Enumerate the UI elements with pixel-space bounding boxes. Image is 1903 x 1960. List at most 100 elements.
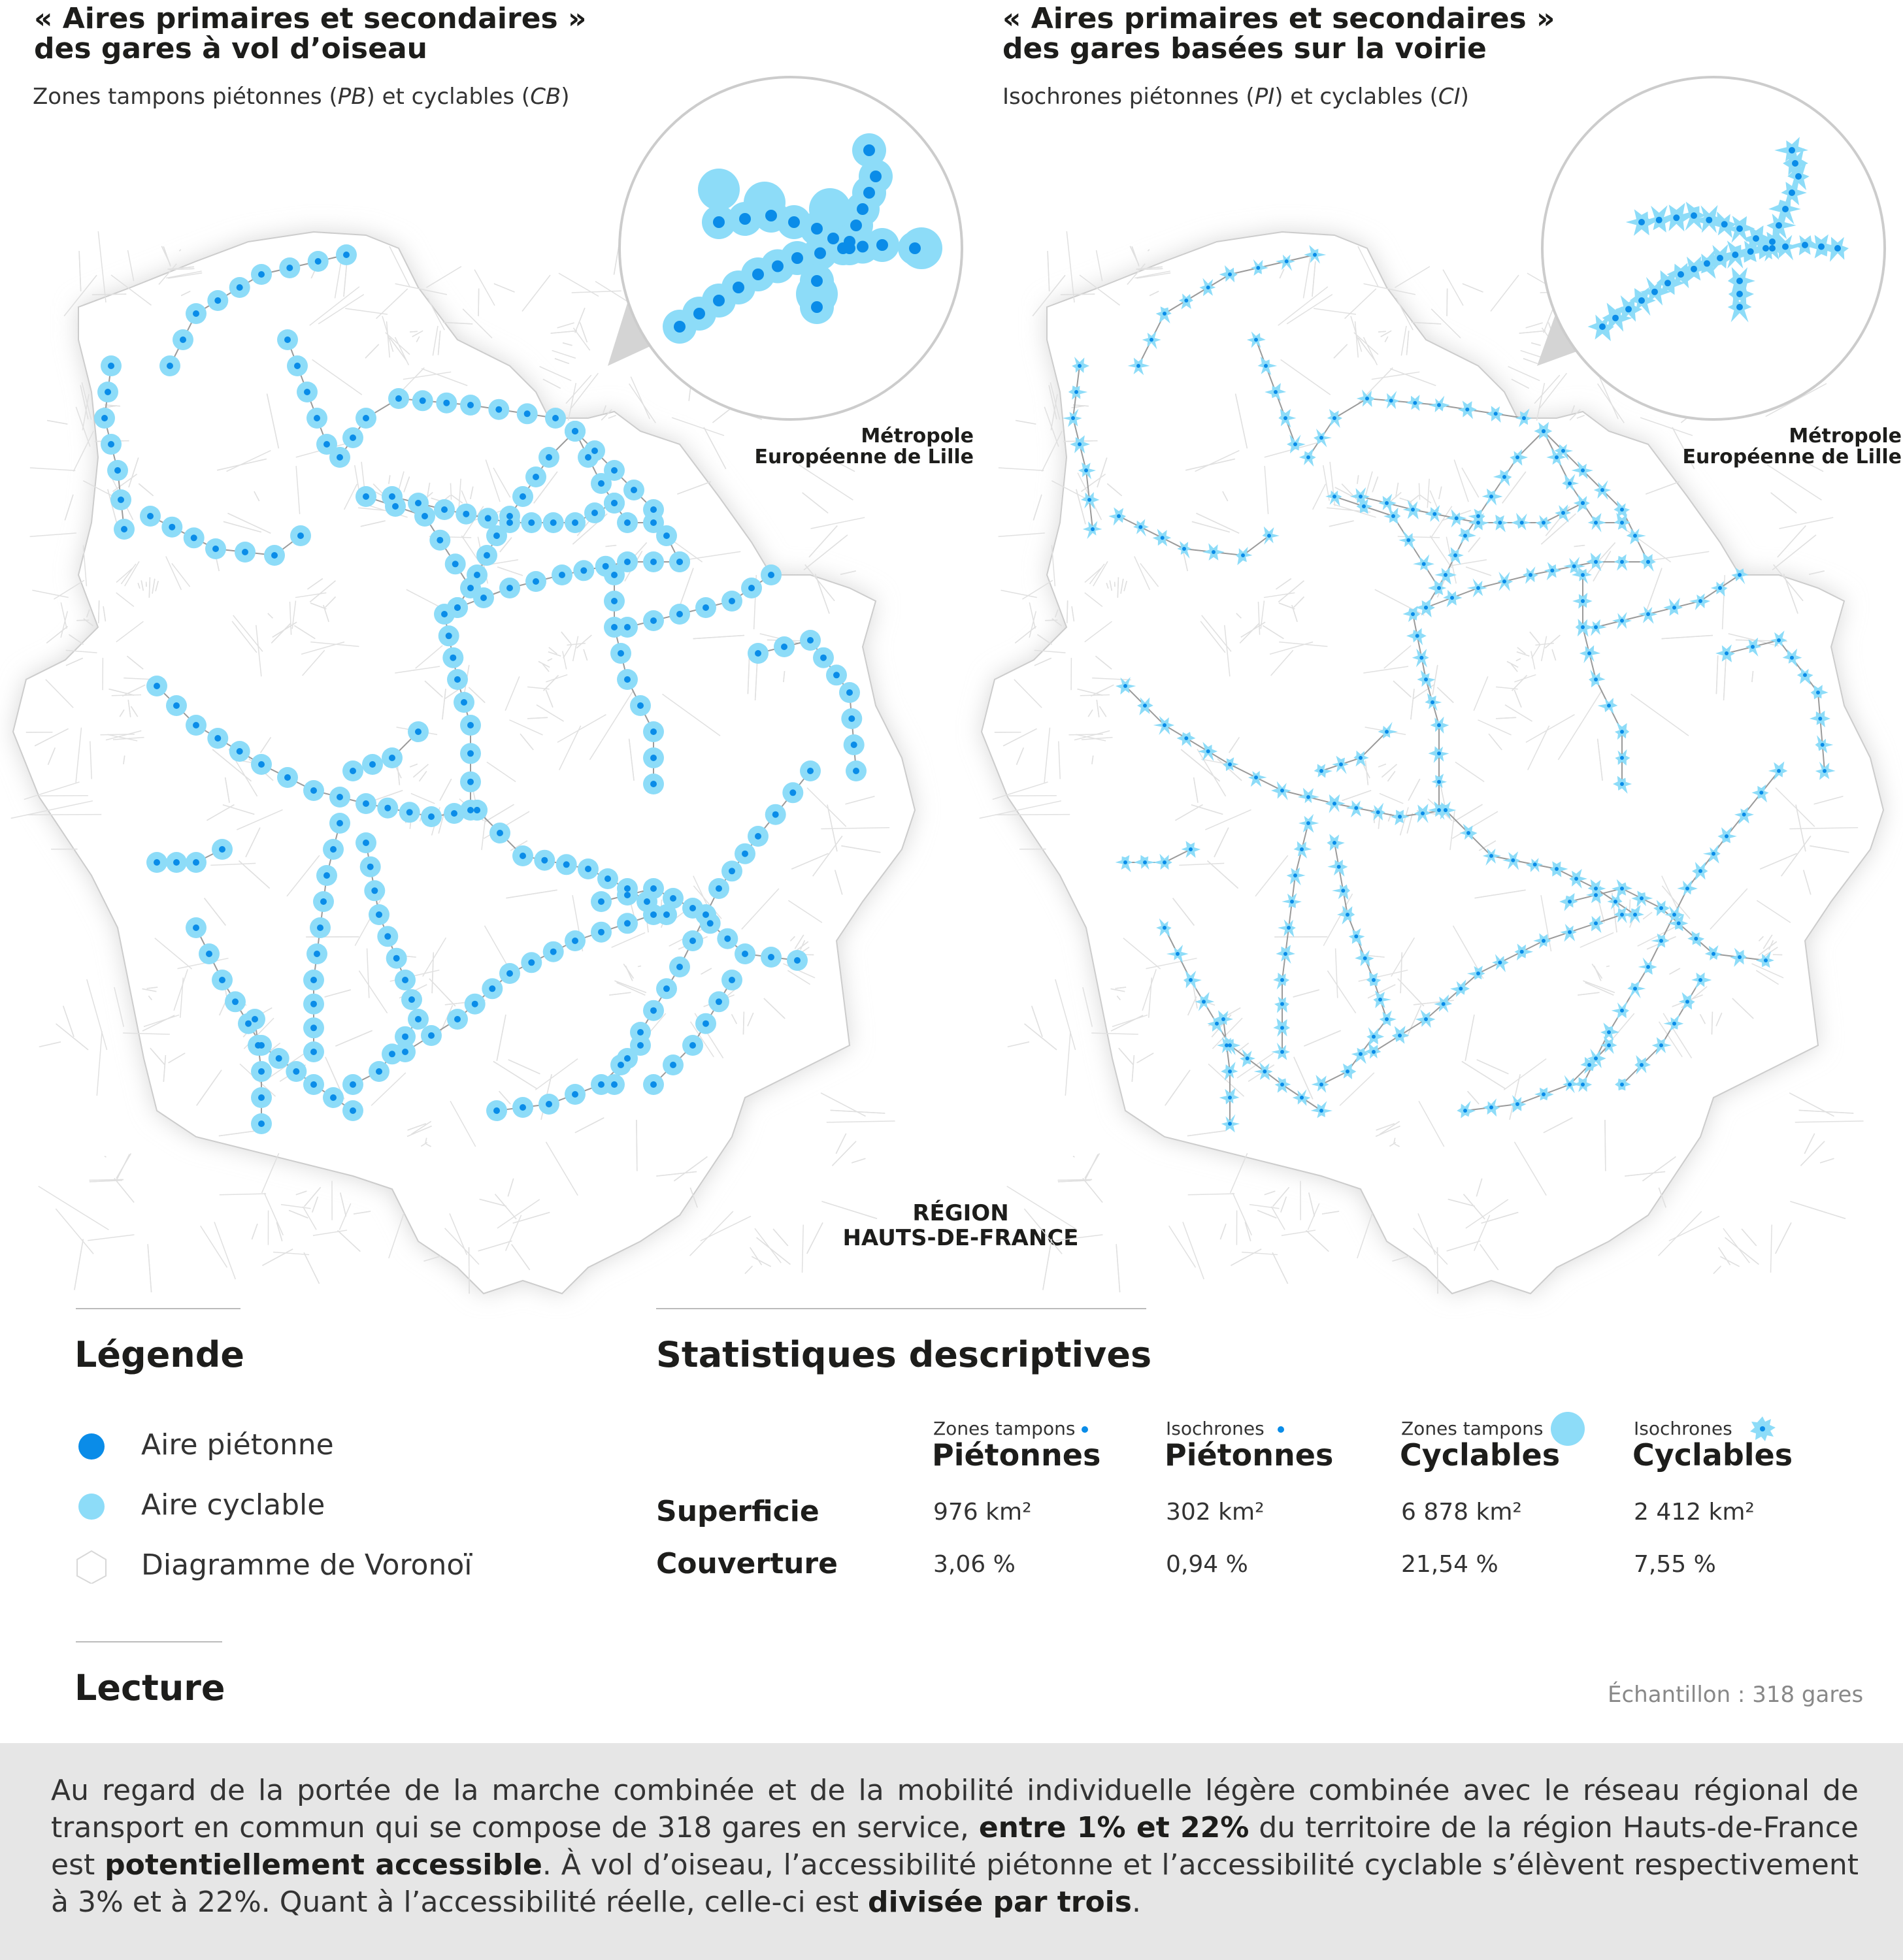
cycle-buffer-icon	[1551, 1412, 1585, 1446]
pedestrian-isochrone	[1339, 762, 1343, 766]
pedestrian-buffer	[310, 1049, 317, 1055]
pedestrian-buffer	[114, 467, 121, 474]
pedestrian-buffer	[415, 1016, 422, 1022]
pedestrian-buffer	[350, 1081, 356, 1088]
pedestrian-isochrone	[1640, 1063, 1644, 1067]
pedestrian-buffer	[650, 506, 657, 513]
stats-cell: 21,54 %	[1401, 1551, 1498, 1578]
right-inset-isochrones	[1587, 137, 1849, 342]
pedestrian-buffer	[670, 1062, 676, 1068]
pedestrian-buffer	[495, 406, 503, 413]
pedestrian-buffer	[768, 572, 774, 578]
pedestrian-isochrone	[1136, 364, 1140, 368]
pedestrian-isochrone	[1215, 1021, 1219, 1026]
pedestrian-isochrone	[1498, 521, 1502, 525]
inset-pedestrian-buffer	[752, 269, 764, 280]
legend-item-cycle: Aire cyclable	[141, 1488, 325, 1522]
inset-pedestrian-isochrone	[1732, 252, 1739, 258]
pedestrian-isochrone	[1332, 802, 1336, 806]
pedestrian-isochrone	[1280, 978, 1284, 982]
pedestrian-buffer	[376, 911, 382, 918]
inset-pedestrian-isochrone	[1655, 216, 1663, 223]
pedestrian-dot-icon	[78, 1433, 105, 1460]
pedestrian-isochrone	[1823, 769, 1827, 773]
pedestrian-buffer	[650, 755, 657, 761]
pedestrian-buffer	[232, 998, 239, 1005]
stats-col1-head: Piétonnes	[932, 1437, 1101, 1473]
pedestrian-buffer	[297, 532, 304, 539]
pedestrian-isochrone	[1254, 338, 1258, 342]
pedestrian-isochrone	[1542, 939, 1546, 943]
pedestrian-buffer	[493, 1107, 500, 1114]
pedestrian-buffer	[742, 951, 748, 957]
pedestrian-buffer	[108, 441, 114, 448]
pedestrian-buffer	[550, 948, 557, 955]
pedestrian-buffer	[489, 985, 496, 992]
pedestrian-buffer	[611, 598, 618, 604]
inset-pedestrian-buffer	[788, 216, 800, 228]
pedestrian-isochrone	[1620, 1008, 1624, 1013]
pedestrian-isochrone	[1550, 568, 1555, 573]
pedestrian-buffer	[441, 506, 448, 513]
pedestrian-buffer	[676, 964, 683, 970]
pedestrian-isochrone	[1476, 514, 1480, 518]
pedestrian-isochrone	[1182, 547, 1186, 551]
pedestrian-buffer	[523, 410, 531, 417]
pedestrian-isochrone	[1143, 704, 1147, 708]
pedestrian-isochrone	[1228, 762, 1232, 766]
pedestrian-buffer	[598, 1081, 604, 1088]
pedestrian-isochrone	[1459, 987, 1463, 991]
right-isochrones	[1062, 245, 1836, 1133]
pedestrian-isochrone	[1465, 407, 1470, 412]
left-pedestrian-buffers	[101, 252, 859, 1127]
pedestrian-isochrone	[1163, 926, 1167, 930]
pedestrian-buffer	[193, 722, 199, 728]
pedestrian-isochrone	[1532, 862, 1537, 867]
pedestrian-buffer	[546, 1101, 552, 1107]
pedestrian-isochrone	[1640, 896, 1644, 900]
inset-pedestrian-isochrone	[1599, 323, 1606, 330]
stats-cell: 6 878 km²	[1401, 1499, 1522, 1526]
pedestrian-isochrone	[1245, 1056, 1249, 1060]
pedestrian-buffer	[314, 415, 320, 421]
inset-pedestrian-isochrone	[1736, 278, 1743, 284]
pedestrian-buffer	[236, 748, 243, 755]
inset-cycle-buffer	[901, 227, 942, 269]
pedestrian-buffer	[611, 624, 618, 630]
pedestrian-isochrone	[1581, 468, 1585, 472]
pedestrian-isochrone	[1738, 573, 1742, 577]
pedestrian-isochrone	[1313, 253, 1317, 257]
pedestrian-buffer	[173, 702, 180, 709]
inset-pedestrian-buffer	[857, 203, 869, 215]
pedestrian-buffer	[474, 572, 480, 578]
pedestrian-buffer	[330, 1094, 337, 1101]
pedestrian-buffer	[363, 415, 369, 421]
pedestrian-buffer	[846, 689, 853, 696]
inset-pedestrian-isochrone	[1717, 255, 1723, 261]
pedestrian-buffer	[604, 875, 611, 882]
pedestrian-isochrone	[1363, 956, 1367, 960]
pedestrian-buffer	[193, 310, 199, 317]
pedestrian-isochrone	[1759, 791, 1764, 795]
pedestrian-buffer	[768, 954, 774, 960]
pedestrian-buffer	[371, 887, 378, 894]
pedestrian-buffer	[441, 611, 448, 617]
pedestrian-buffer	[755, 650, 761, 657]
inset-pedestrian-isochrone	[1792, 160, 1798, 167]
pedestrian-buffer	[337, 820, 343, 826]
pedestrian-buffer	[193, 924, 199, 931]
pedestrian-isochrone	[1676, 921, 1681, 926]
inset-pedestrian-buffer	[772, 260, 784, 272]
pedestrian-buffer	[493, 532, 500, 539]
pedestrian-isochrone	[1385, 501, 1389, 505]
pedestrian-isochrone	[1143, 860, 1147, 864]
pedestrian-buffer	[343, 252, 350, 258]
pedestrian-buffer	[393, 955, 400, 962]
pedestrian-buffer	[389, 1051, 395, 1058]
pedestrian-isochrone	[1511, 858, 1515, 862]
pedestrian-buffer	[618, 1062, 624, 1068]
pedestrian-isochrone	[1519, 949, 1524, 954]
pedestrian-isochrone	[1267, 534, 1271, 538]
pedestrian-isochrone	[1362, 504, 1366, 508]
pedestrian-isochrone	[1581, 501, 1585, 505]
